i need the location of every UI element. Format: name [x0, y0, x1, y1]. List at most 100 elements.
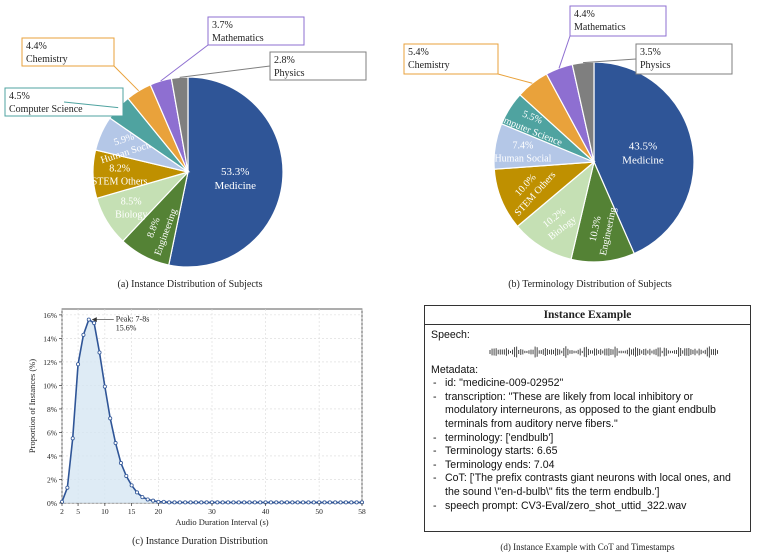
- data-point: [161, 499, 166, 504]
- y-axis-label: Proportion of Instances (%): [27, 359, 37, 453]
- metadata-label: Metadata:: [431, 363, 479, 376]
- data-point: [129, 483, 134, 488]
- metadata-transcription: transcription: "These are likely from lo…: [431, 391, 744, 432]
- callout-value-physics: 3.5%: [640, 47, 661, 58]
- x-tick-label: 15: [128, 507, 136, 516]
- metadata-term-ends: Terminology ends: 7.04: [431, 459, 744, 473]
- data-point: [140, 495, 145, 500]
- pie-label-group-stem-others: 8.2% STEM Others: [92, 164, 148, 188]
- caption-a: (a) Instance Distribution of Subjects: [117, 279, 263, 290]
- data-point: [284, 500, 289, 505]
- data-point: [231, 500, 236, 505]
- callout-line-physics: [583, 58, 637, 64]
- caption-c: (c) Instance Duration Distribution: [132, 536, 268, 547]
- callout-value-mathematics: 3.7%: [212, 20, 233, 31]
- callout-category-mathematics: Mathematics: [212, 33, 264, 44]
- data-point: [199, 500, 204, 505]
- data-point: [151, 498, 156, 503]
- x-tick-label: 58: [358, 507, 366, 516]
- data-point: [193, 500, 198, 505]
- pie-value-label-engineering: 10.3%: [588, 215, 604, 243]
- data-point: [295, 500, 300, 505]
- pie-slice-physics: [170, 76, 189, 173]
- data-point: [327, 500, 332, 505]
- data-point: [183, 500, 188, 505]
- pie-slice-medicine: [593, 61, 695, 255]
- pie-slice-medicine: [168, 76, 284, 268]
- callout-category-mathematics: Mathematics: [574, 22, 626, 33]
- data-point: [134, 490, 139, 495]
- pie-value-label-medicine: 43.5%: [629, 141, 657, 153]
- data-point: [268, 500, 273, 505]
- data-point: [247, 500, 252, 505]
- data-point: [124, 473, 129, 478]
- annotation-line-2: 15.6%: [116, 324, 137, 333]
- callout-box-physics: [635, 43, 733, 75]
- metadata-id: id: "medicine-009-02952": [431, 377, 744, 391]
- pie-value-label-biology: 8.5%: [121, 197, 142, 208]
- data-point: [215, 500, 220, 505]
- x-tick-label: 20: [155, 507, 163, 516]
- data-point: [177, 500, 182, 505]
- metadata-terminology: terminology: ['endbulb']: [431, 432, 744, 446]
- data-point: [343, 500, 348, 505]
- data-point: [274, 500, 279, 505]
- callout-box-chemistry: [21, 37, 115, 67]
- data-point: [306, 500, 311, 505]
- callout-line-physics: [179, 65, 271, 78]
- x-tick-label: 10: [101, 507, 109, 516]
- x-tick-label: 5: [76, 507, 80, 516]
- callout-box-physics: [269, 51, 367, 81]
- pie-label-group-human-social: 7.4% Human Social: [494, 141, 551, 165]
- data-point: [167, 500, 172, 505]
- pie-chart-b: 43.5%Medicine10.3%Engineering10.2%Biolog…: [403, 5, 733, 263]
- data-point: [322, 500, 327, 505]
- x-axis-label: Audio Duration Interval (s): [175, 517, 268, 527]
- pie-value-label-medicine: 53.3%: [221, 166, 249, 178]
- y-tick-label: 2%: [47, 475, 57, 484]
- data-point: [252, 500, 257, 505]
- data-point: [242, 500, 247, 505]
- data-point: [156, 499, 161, 504]
- callout-category-computer-science: Computer Science: [9, 104, 83, 115]
- data-point: [338, 500, 343, 505]
- callout-value-mathematics: 4.4%: [574, 9, 595, 20]
- pie-label-group-medicine: 53.3% Medicine: [214, 166, 256, 192]
- data-point: [145, 497, 150, 502]
- data-point: [86, 317, 91, 322]
- data-point: [172, 500, 177, 505]
- speech-label: Speech:: [431, 329, 470, 341]
- data-point: [65, 485, 70, 490]
- data-point: [279, 500, 284, 505]
- callout-line-mathematics: [558, 35, 571, 69]
- data-point: [333, 500, 338, 505]
- metadata-list: id: "medicine-009-02952" transcription: …: [431, 377, 744, 513]
- callout-value-computer-science: 4.5%: [9, 91, 30, 102]
- data-point: [108, 416, 113, 421]
- annotation-arrowhead: [91, 317, 97, 323]
- callout-line-chemistry: [497, 73, 533, 84]
- pie-value-label-human-social: 7.4%: [512, 141, 533, 152]
- data-point: [188, 500, 193, 505]
- metadata-speech-prompt: speech prompt: CV3-Eval/zero_shot_uttid_…: [431, 500, 744, 514]
- y-tick-label: 16%: [43, 311, 57, 320]
- data-point: [113, 441, 118, 446]
- data-point: [226, 500, 231, 505]
- pie-category-label-medicine: Medicine: [622, 155, 664, 167]
- pie-value-label-stem-others: 8.2%: [109, 164, 130, 175]
- data-point: [92, 321, 97, 326]
- y-tick-label: 12%: [43, 358, 57, 367]
- x-tick-label: 2: [60, 507, 64, 516]
- data-point: [97, 350, 102, 355]
- metadata-cot: CoT: ['The prefix contrasts giant neuron…: [431, 472, 744, 499]
- data-point: [102, 384, 107, 389]
- pie-category-label-medicine: Medicine: [214, 180, 256, 192]
- data-point: [236, 500, 241, 505]
- line-chart-c: 0% 2% 4% 6% 8% 10% 12% 14% 16% 2 5 10 15 20 30 40 50 58 Au…: [27, 308, 366, 527]
- callout-box-chemistry: [403, 43, 499, 75]
- callout-value-physics: 2.8%: [274, 55, 295, 66]
- data-point: [76, 362, 81, 367]
- callout-category-physics: Physics: [274, 68, 305, 79]
- callout-category-chemistry: Chemistry: [26, 54, 68, 65]
